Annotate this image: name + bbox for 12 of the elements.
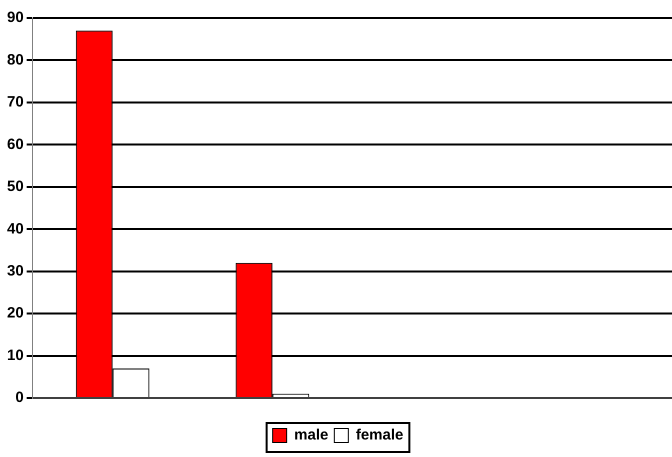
- y-tick-label: 10: [6, 346, 24, 364]
- y-tick-label: 20: [6, 304, 24, 322]
- y-tick-label: 60: [6, 136, 24, 153]
- y-tick-label: 0: [15, 389, 24, 406]
- y-tick-label: 30: [6, 262, 24, 280]
- y-tick-label: 90: [6, 9, 24, 26]
- y-tick-label: 80: [6, 51, 24, 68]
- y-tick-label: 70: [6, 94, 24, 111]
- y-tick-label: 40: [6, 220, 24, 238]
- legend-label: male: [294, 426, 328, 444]
- text: female: [356, 426, 404, 444]
- y-tick-label: 50: [6, 178, 24, 196]
